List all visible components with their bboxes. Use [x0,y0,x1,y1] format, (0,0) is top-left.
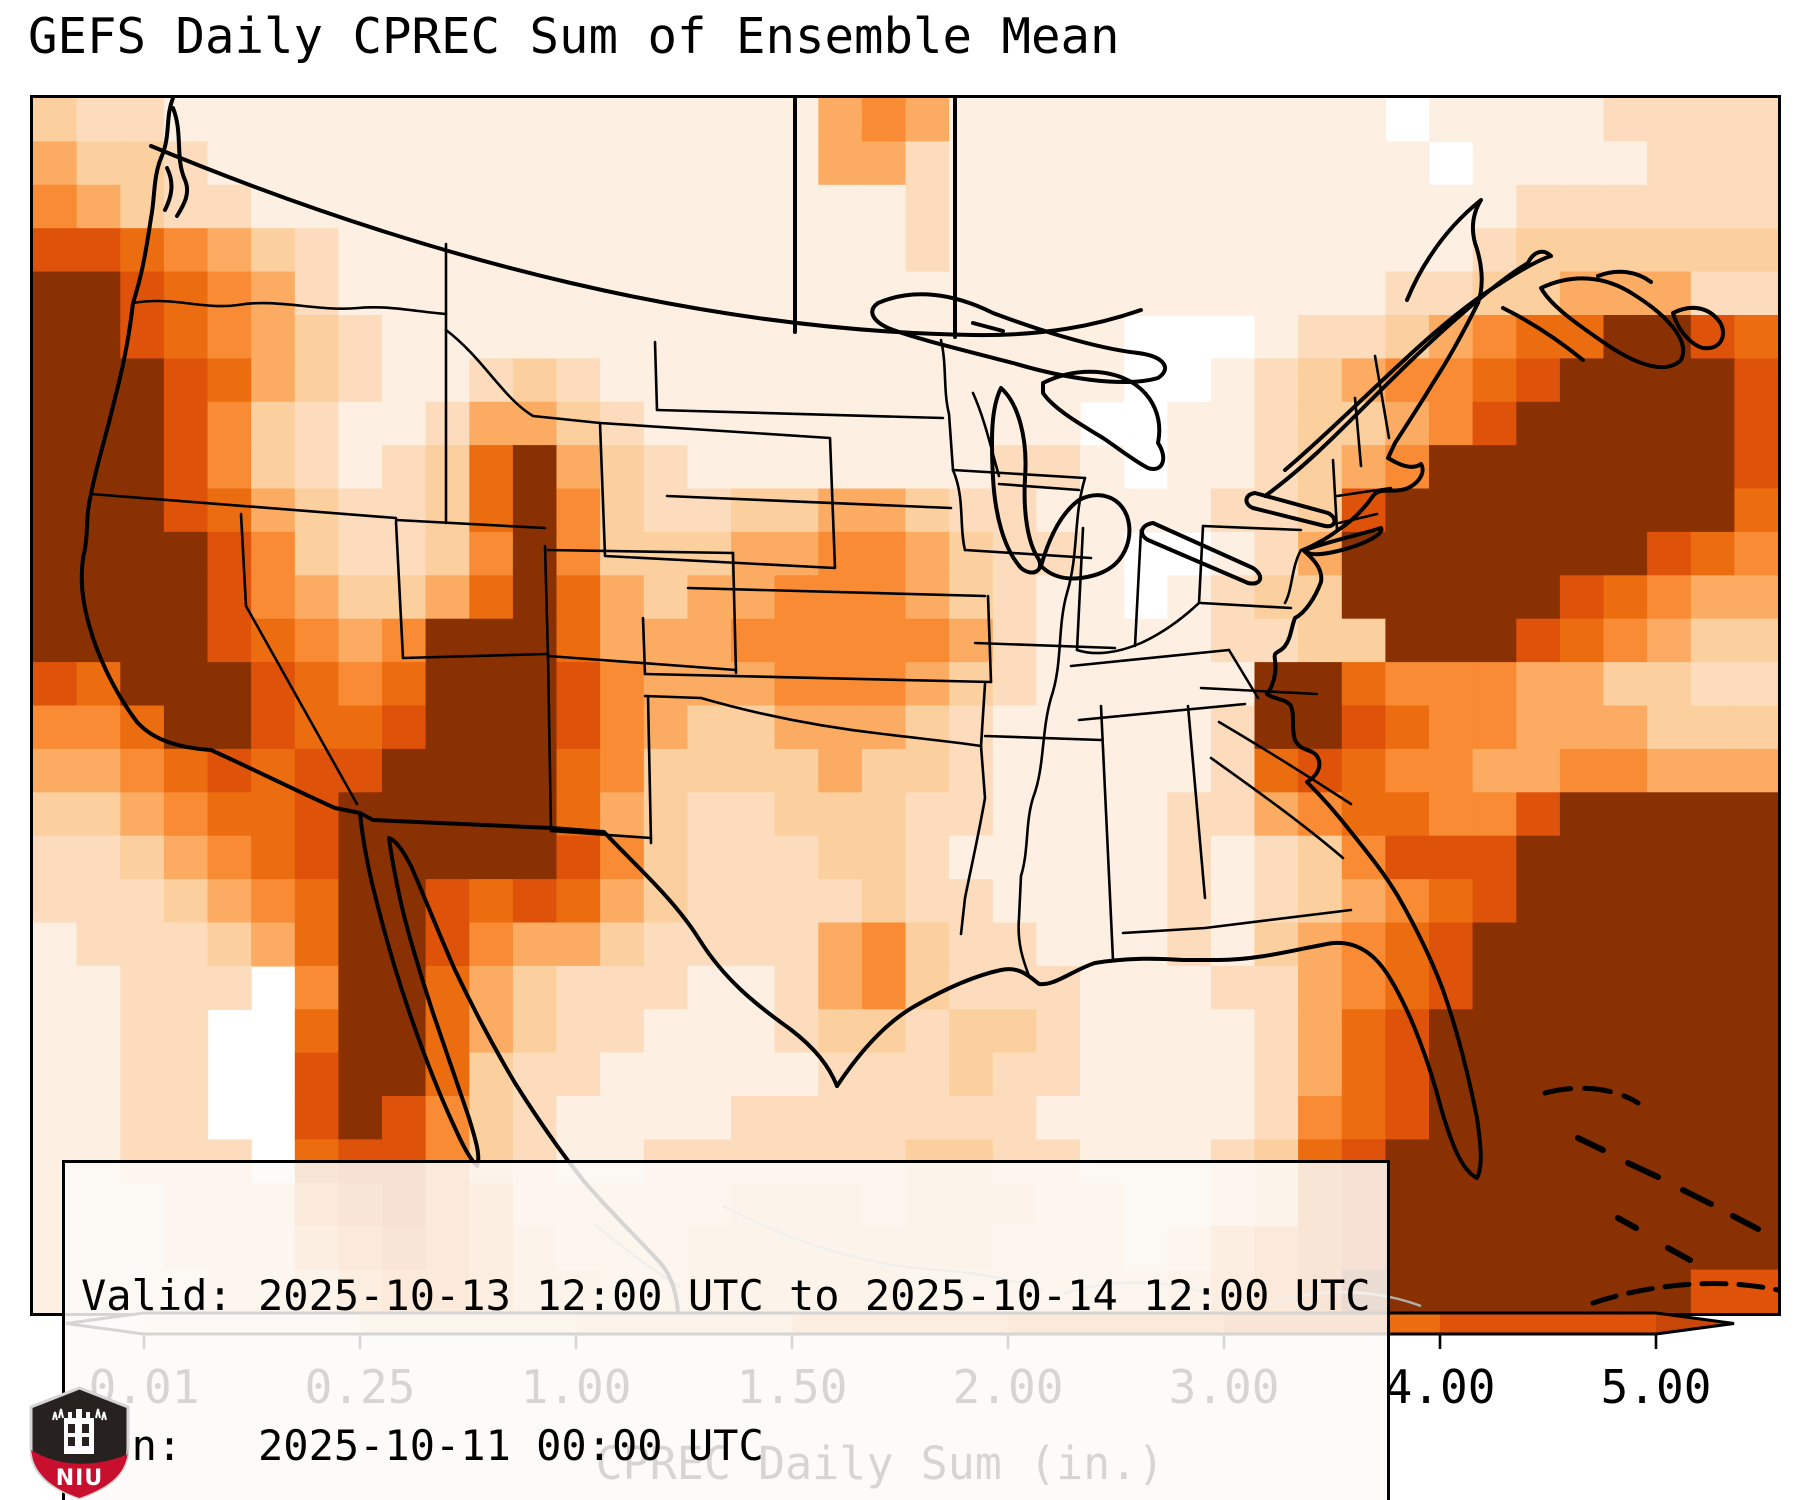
lake-huron [1041,369,1166,471]
logo-red-band [31,1448,128,1498]
precip-map-svg [33,98,1778,1313]
lake-erie [1140,521,1263,586]
validity-info-box: Valid: 2025-10-13 12:00 UTC to 2025-10-1… [62,1160,1390,1500]
lake-michigan [989,386,1042,575]
svg-text:5.00: 5.00 [1601,1360,1712,1414]
page-title: GEFS Daily CPREC Sum of Ensemble Mean [28,8,1120,65]
baja-coast [358,811,680,1313]
mexico-border [358,811,839,1088]
state-borders [89,242,1393,978]
canada-border [149,144,1143,338]
logo-text: NIU [56,1466,103,1491]
precip-grid [33,98,1778,1313]
coastline-outlines [79,98,1725,1313]
run-time-line: Run: 2025-10-11 00:00 UTC [81,1421,764,1470]
lake-ontario [1244,491,1337,529]
niu-logo: NIU [29,1386,130,1500]
pacific-coast [79,98,362,815]
lake-superior [870,292,1167,384]
island-dashes [1542,1085,1778,1306]
gulf-atlantic-coast [835,301,1483,1180]
valid-time-line: Valid: 2025-10-13 12:00 UTC to 2025-10-1… [81,1271,1371,1320]
castle-icon [52,1408,107,1454]
svg-text:4.00: 4.00 [1385,1360,1496,1414]
map-figure [30,95,1781,1316]
